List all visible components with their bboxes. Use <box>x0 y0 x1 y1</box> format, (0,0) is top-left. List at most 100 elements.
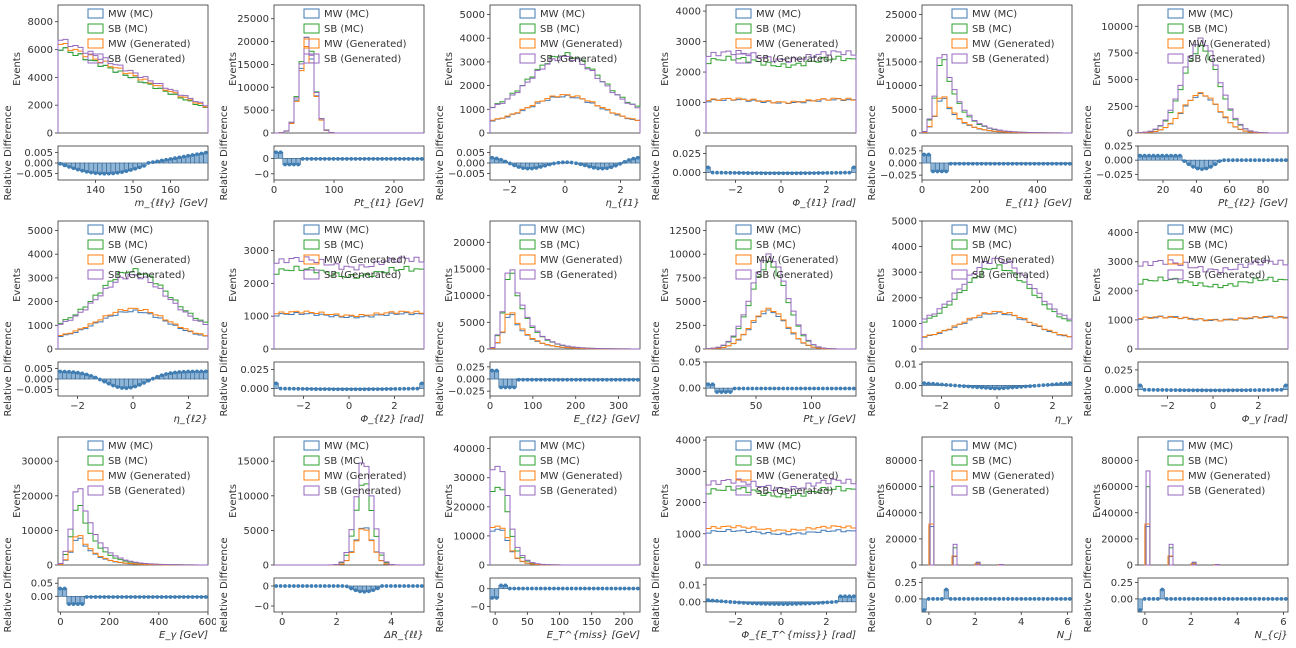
legend-label: SB (Generated) <box>324 486 401 497</box>
x-tick-label: 600 <box>198 617 216 628</box>
y-tick-label: 2000 <box>892 293 917 304</box>
ratio-point <box>186 369 191 374</box>
hist-line-mw_mc <box>705 529 857 565</box>
ratio-point <box>772 386 777 391</box>
legend-label: SB (MC) <box>540 240 580 251</box>
y-axis-label: Events <box>660 268 671 302</box>
ratio-point <box>578 586 583 591</box>
ratio-point <box>723 599 728 604</box>
ratio-point <box>366 387 371 392</box>
ratio-point <box>798 386 803 391</box>
ratio-point <box>1244 158 1248 163</box>
ratio-point <box>776 602 781 606</box>
ratio-point <box>1200 597 1204 601</box>
ratio-point <box>988 386 993 391</box>
ratio-point <box>327 584 332 588</box>
ratio-point <box>631 377 636 382</box>
y-axis-label: Events <box>228 52 239 86</box>
hist-bar-sb_gen <box>1168 543 1174 566</box>
ratio-point <box>953 383 957 388</box>
x-tick-label: 0 <box>271 185 277 196</box>
ratio-point <box>89 373 93 378</box>
ratio-point <box>728 170 733 175</box>
ratio-point <box>115 595 120 599</box>
legend-label: SB (MC) <box>1188 24 1228 35</box>
ratio-point <box>309 387 314 391</box>
ratio-point <box>406 386 411 391</box>
legend-swatch <box>303 440 320 451</box>
legend-swatch <box>951 440 968 451</box>
ratio-point <box>1213 162 1218 167</box>
ratio-point <box>618 161 623 166</box>
ratio-point <box>512 163 517 168</box>
ratio-point <box>287 162 292 167</box>
ratio-point <box>1028 597 1032 601</box>
y-axis-label: Events <box>876 484 887 518</box>
ratio-point <box>1230 597 1235 601</box>
x-tick-label: 0 <box>778 185 784 196</box>
legend-label: MW (MC) <box>756 225 801 236</box>
panel-svg: 0 5000 10000 15000 20000 25000 0.025 0.000−0.02… <box>867 4 1073 209</box>
x-tick-label: 2 <box>617 185 623 196</box>
ratio-point <box>838 386 843 391</box>
legend-swatch <box>735 254 752 265</box>
y-tick-label: 2500 <box>676 321 701 332</box>
legend-label: SB (MC) <box>972 240 1012 251</box>
ratio-point <box>406 584 411 588</box>
legend-label: SB (MC) <box>972 24 1012 35</box>
legend-swatch <box>735 440 752 451</box>
ratio-point <box>146 378 151 383</box>
hist-line-sb_mc <box>705 55 857 133</box>
ratio-point <box>710 598 715 603</box>
x-tick-label: 0 <box>130 401 136 412</box>
ratio-point <box>613 586 618 591</box>
ratio-point <box>389 387 393 391</box>
ratio-point <box>565 160 570 165</box>
top-axes-frame <box>489 220 641 350</box>
ratio-point <box>706 165 711 170</box>
ratio-point <box>1054 161 1059 166</box>
ratio-point <box>582 163 587 168</box>
legend-swatch <box>735 269 752 280</box>
ratio-point <box>631 156 636 161</box>
ratio-point <box>560 160 565 165</box>
x-tick-label: 200 <box>614 617 633 628</box>
ratio-point <box>838 594 843 599</box>
legend-label: MW (Generated) <box>1188 471 1271 482</box>
ratio-tick-label: 0.025 <box>1104 142 1133 153</box>
ratio-point <box>834 599 839 604</box>
ratio-point <box>120 386 124 390</box>
ratio-point <box>807 386 812 391</box>
x-axis-label: E_{ℓ1} [GeV] <box>1006 198 1072 209</box>
ratio-point <box>380 157 384 161</box>
legend-label: SB (Generated) <box>108 270 185 281</box>
ratio-point <box>181 154 186 159</box>
ratio-point <box>1248 597 1253 601</box>
x-axis-label: E_γ [GeV] <box>159 630 208 641</box>
ratio-point <box>283 386 287 391</box>
ratio-point <box>155 374 160 379</box>
y-axis-label: Events <box>1092 484 1103 518</box>
legend-label: SB (MC) <box>108 240 148 251</box>
ratio-point <box>706 598 711 603</box>
ratio-point <box>574 586 578 591</box>
y-axis-label: Events <box>12 52 23 86</box>
ratio-point <box>843 170 847 175</box>
legend-swatch <box>1167 23 1184 34</box>
hist-line-sb_gen <box>489 269 641 350</box>
hist-line-sb_gen <box>57 38 209 133</box>
ratio-point <box>164 372 168 376</box>
legend-swatch <box>1167 224 1184 235</box>
ratio-point <box>115 385 120 389</box>
ratio-axis-label: Relative Difference <box>3 321 14 416</box>
ratio-point <box>177 370 182 374</box>
ratio-point <box>124 169 129 174</box>
x-tick-label: 2 <box>185 401 191 412</box>
ratio-point <box>344 157 349 161</box>
y-tick-label: 60000 <box>885 482 917 493</box>
ratio-point <box>89 170 93 175</box>
x-tick-label: 400 <box>1028 185 1047 196</box>
ratio-point <box>199 151 204 156</box>
